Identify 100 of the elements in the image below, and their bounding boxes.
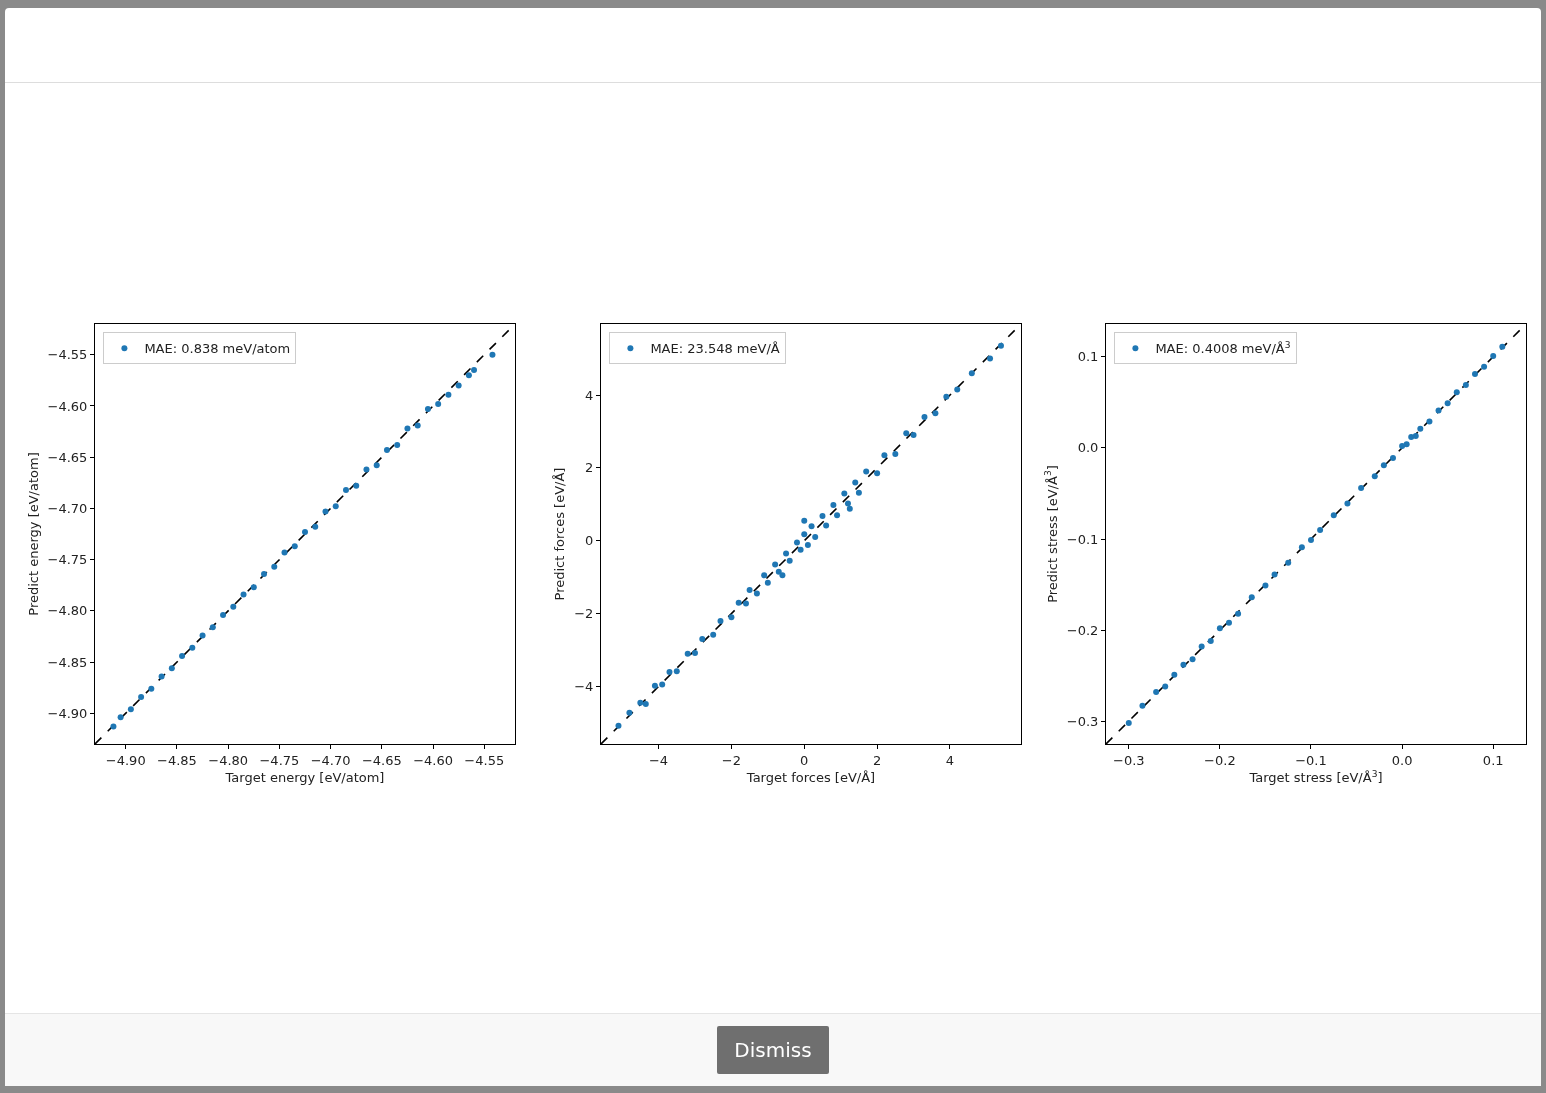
point xyxy=(1225,619,1232,626)
point xyxy=(363,466,370,473)
point xyxy=(220,611,227,618)
point xyxy=(841,490,848,497)
x-tick-label: −4.55 xyxy=(464,752,505,768)
point xyxy=(997,342,1004,349)
point xyxy=(455,382,462,389)
point xyxy=(332,503,339,510)
point xyxy=(271,563,278,570)
point xyxy=(772,561,779,568)
point xyxy=(699,636,706,643)
x-tick-label: −4.70 xyxy=(310,752,351,768)
point xyxy=(435,400,442,407)
point xyxy=(844,500,851,507)
y-tick-label: −4.65 xyxy=(47,449,88,465)
point xyxy=(373,462,380,469)
point xyxy=(1307,536,1314,543)
x-tick-label: −4.65 xyxy=(361,752,402,768)
point xyxy=(1139,702,1146,709)
point xyxy=(1435,407,1442,414)
point xyxy=(783,550,790,557)
point xyxy=(801,531,808,538)
point xyxy=(312,523,319,530)
point xyxy=(1189,656,1196,663)
point xyxy=(1153,689,1160,696)
y-tick-label: −4.90 xyxy=(47,705,88,721)
point xyxy=(764,579,771,586)
point xyxy=(1444,400,1451,407)
point xyxy=(168,665,175,672)
point xyxy=(1171,671,1178,678)
point xyxy=(291,543,298,550)
point xyxy=(127,706,134,713)
y-tick-label: −4.60 xyxy=(47,398,88,414)
point xyxy=(742,600,749,607)
x-axis-title: Target stress [eV/Å$^{3}$] xyxy=(1248,768,1383,786)
point xyxy=(230,603,237,610)
point xyxy=(383,447,390,453)
y-tick-label: −4.80 xyxy=(47,603,88,619)
point xyxy=(801,517,808,524)
point xyxy=(1389,454,1396,461)
point xyxy=(863,468,870,475)
point xyxy=(302,528,308,535)
point xyxy=(830,502,837,509)
point xyxy=(1371,473,1378,480)
y-tick-label: 0 xyxy=(585,533,594,549)
point xyxy=(179,652,186,659)
point xyxy=(808,523,815,530)
point xyxy=(834,512,841,519)
point xyxy=(110,723,117,730)
point xyxy=(775,568,782,575)
point xyxy=(637,699,644,706)
y-tick-label: 0.1 xyxy=(1077,349,1099,365)
x-axis-title: Target forces [eV/Å] xyxy=(745,770,876,786)
point xyxy=(424,406,431,413)
point xyxy=(735,599,742,606)
point xyxy=(1285,559,1292,566)
point xyxy=(1235,610,1242,617)
y-tick-label: −4 xyxy=(574,679,594,694)
point xyxy=(189,644,196,651)
point xyxy=(954,386,961,393)
y-tick-label: −4.85 xyxy=(47,654,88,670)
point xyxy=(250,584,257,591)
point xyxy=(1417,425,1424,432)
point xyxy=(1408,433,1415,440)
point xyxy=(1403,441,1410,448)
point xyxy=(342,486,349,493)
point xyxy=(626,709,633,716)
point xyxy=(209,624,216,631)
x-tick-label: −4.80 xyxy=(208,752,249,768)
point xyxy=(1330,512,1337,519)
point xyxy=(823,522,830,529)
y-tick-label: −4.75 xyxy=(47,552,88,568)
point xyxy=(1262,582,1269,589)
point xyxy=(1207,638,1214,645)
point xyxy=(1426,418,1433,425)
point xyxy=(1490,352,1497,359)
point xyxy=(353,482,360,489)
point xyxy=(1462,382,1469,389)
point xyxy=(394,441,401,448)
y-tick-label: 0.0 xyxy=(1077,440,1099,456)
x-tick-label: −2 xyxy=(721,752,741,768)
point xyxy=(691,649,698,656)
x-tick-label: −4.85 xyxy=(157,752,197,768)
point xyxy=(921,413,928,420)
dismiss-button: Dismiss xyxy=(717,1026,829,1074)
point xyxy=(659,681,666,688)
y-tick-label: −4.70 xyxy=(47,500,88,516)
point xyxy=(786,557,793,564)
point xyxy=(1453,389,1460,396)
point xyxy=(642,700,649,707)
x-tick-label: 0 xyxy=(800,752,809,768)
point xyxy=(1248,594,1255,601)
point xyxy=(1358,484,1365,491)
point xyxy=(987,355,994,362)
point xyxy=(1344,500,1351,507)
point xyxy=(666,668,673,675)
x-tick-label: 4 xyxy=(945,752,955,768)
point xyxy=(117,714,124,721)
y-axis-title: Predict energy [eV/atom] xyxy=(25,452,41,616)
point xyxy=(445,391,452,398)
